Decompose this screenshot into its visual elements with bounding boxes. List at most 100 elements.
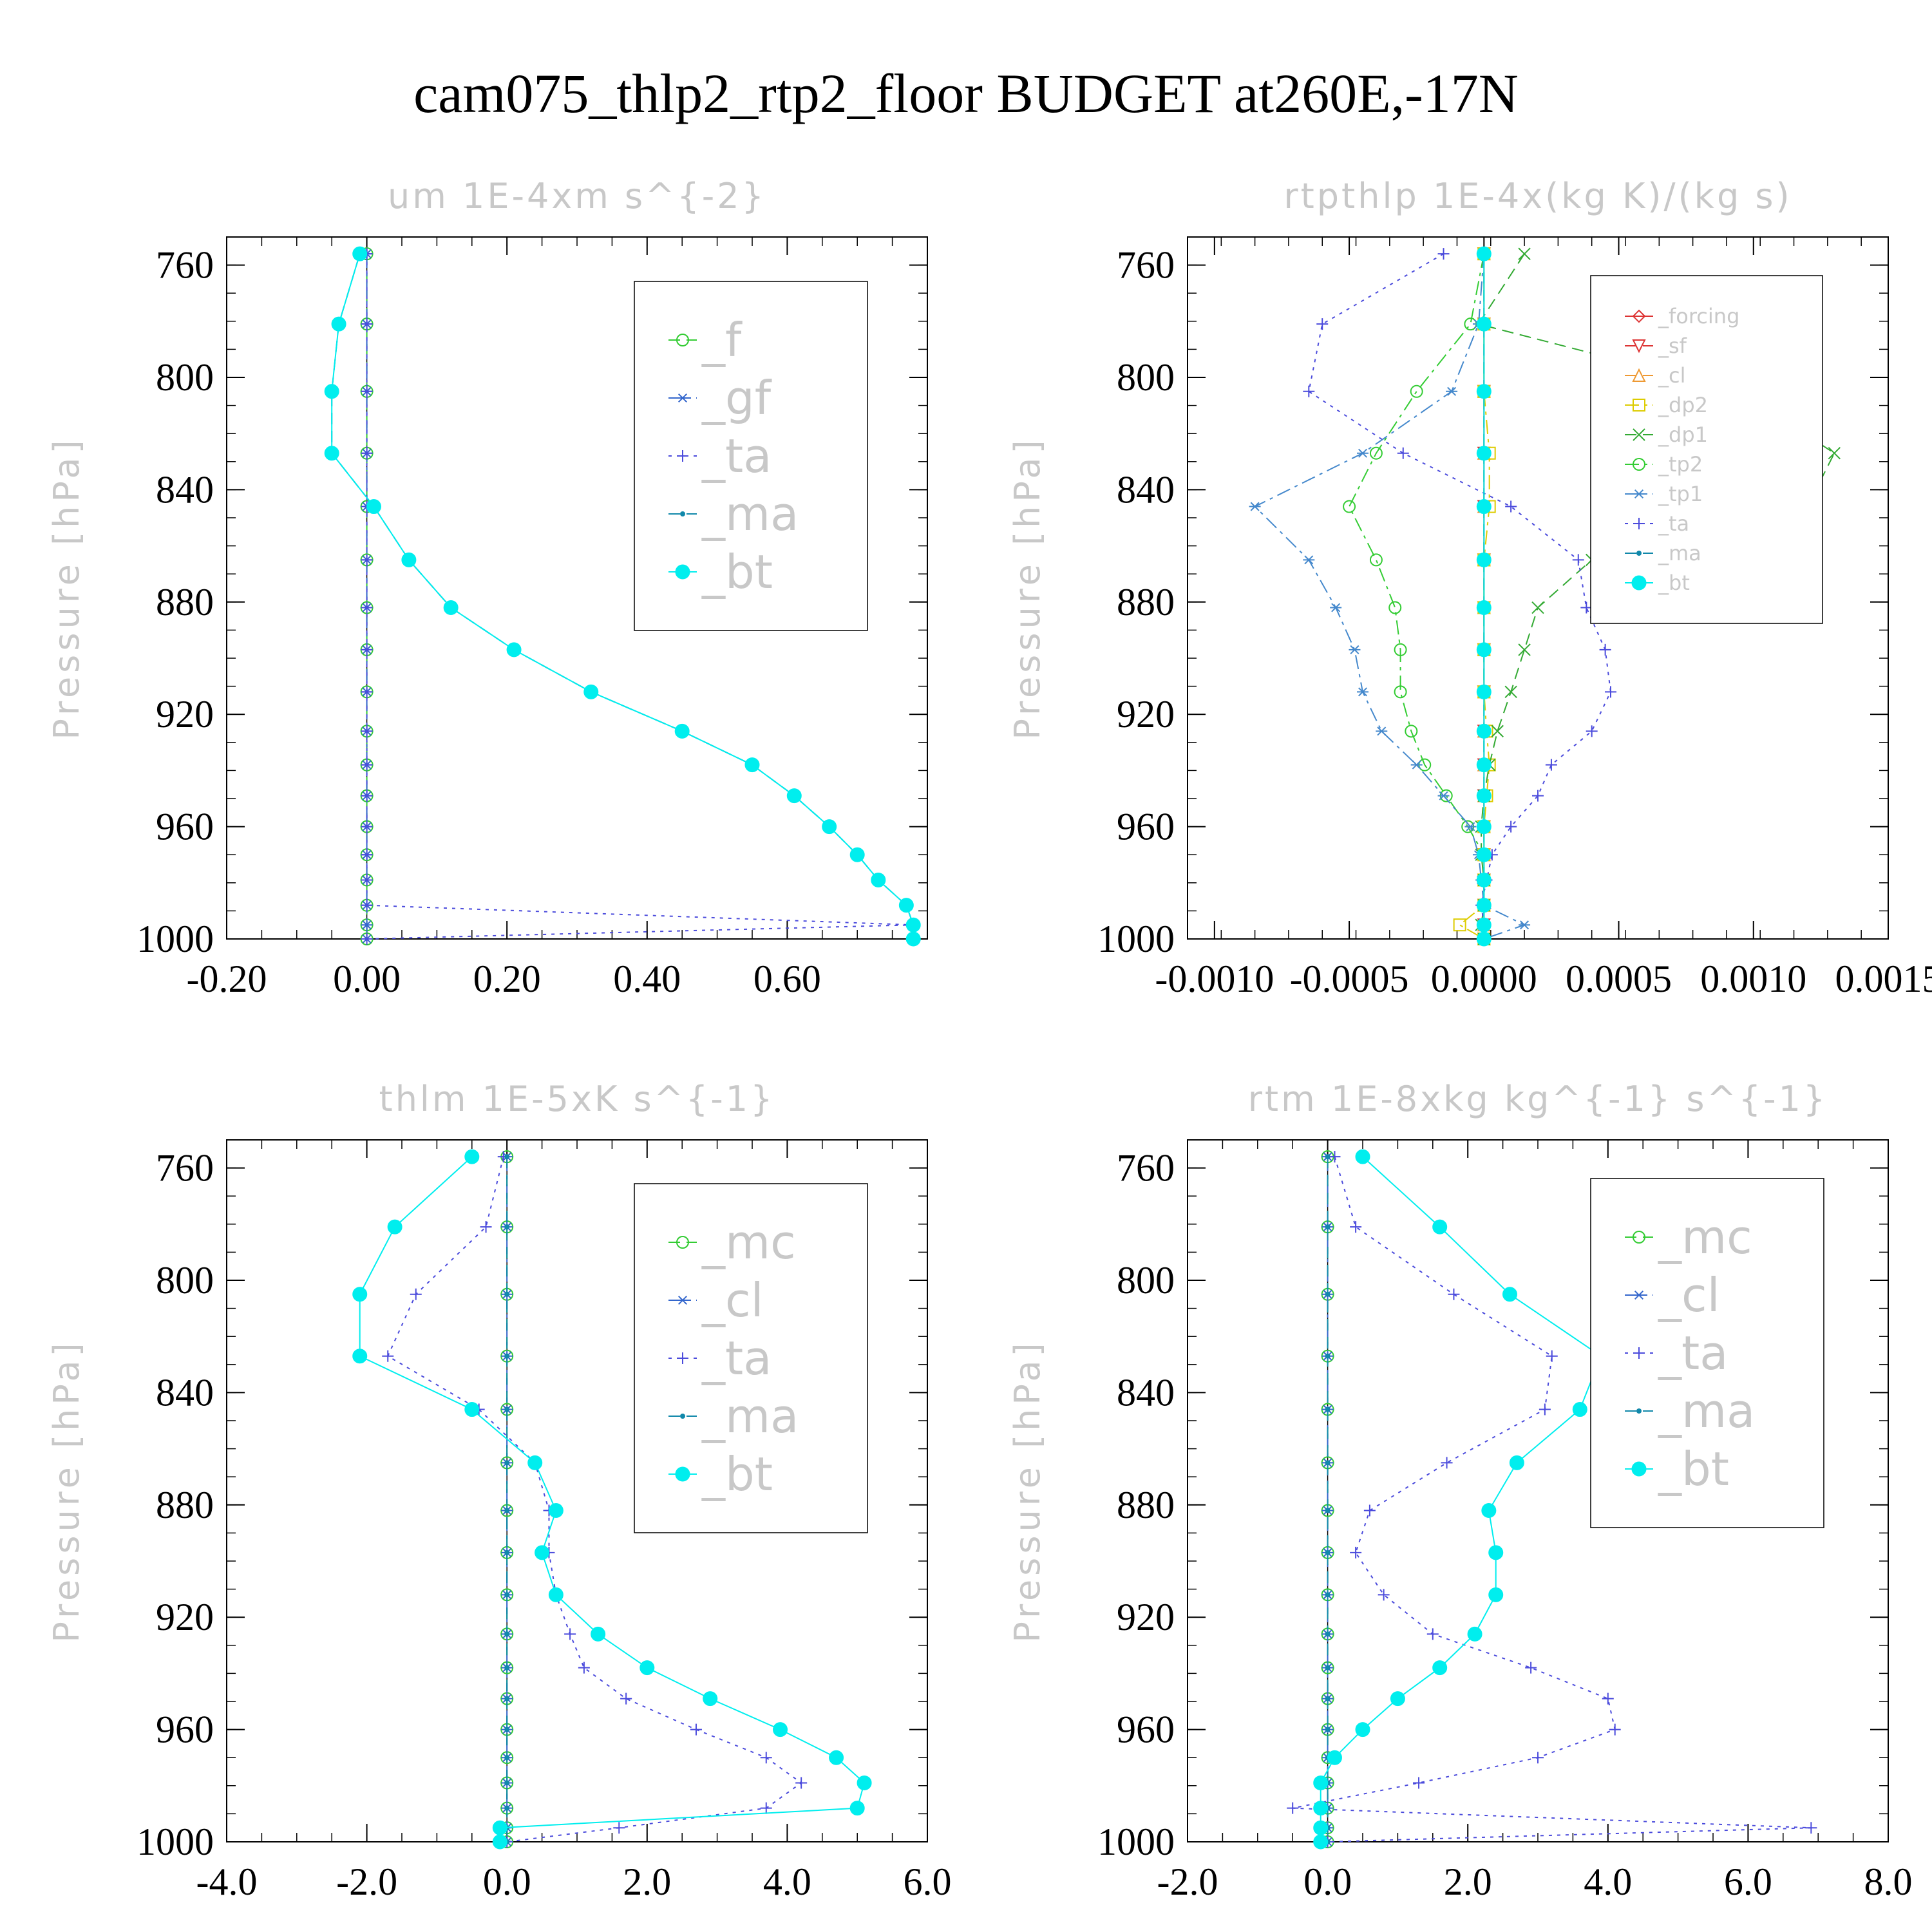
series-bt: [1476, 246, 1492, 947]
y-tick-label: 880: [1117, 581, 1175, 623]
x-tick-label: 0.0: [483, 1861, 531, 1903]
data-point: [1488, 1587, 1504, 1602]
data-point: [1325, 1353, 1331, 1359]
data-point: [1325, 1549, 1331, 1555]
data-point: [1313, 1775, 1329, 1790]
y-tick-label: 840: [1117, 468, 1175, 511]
data-point: [1325, 1406, 1331, 1412]
data-point: [1432, 1660, 1448, 1676]
series-line: [1320, 1156, 1602, 1842]
data-point: [410, 1288, 422, 1300]
legend-label: _ta: [1658, 511, 1689, 536]
data-point: [1378, 1589, 1390, 1601]
data-point: [773, 1722, 788, 1738]
y-axis-label: Pressure [hPa]: [46, 436, 87, 739]
legend: _mc_cl_ta_ma_bt: [1590, 1178, 1824, 1528]
series-ta: [361, 248, 920, 945]
data-point: [1476, 552, 1492, 567]
legend-label: _ta: [701, 1331, 772, 1385]
y-tick-label: 760: [156, 244, 214, 287]
data-point: [1376, 726, 1388, 736]
data-point: [1518, 643, 1531, 656]
legend-label: _ta: [1658, 1326, 1728, 1380]
x-tick-label: 0.20: [473, 958, 541, 1000]
data-point: [871, 872, 886, 887]
data-point: [639, 1660, 655, 1676]
data-point: [352, 246, 368, 261]
legend-label: _ta: [701, 429, 772, 483]
legend-marker: [1633, 458, 1645, 471]
legend-label: _bt: [701, 1447, 773, 1501]
y-tick-label: 800: [1117, 1259, 1175, 1302]
data-point: [331, 316, 346, 332]
series-line: [1308, 253, 1612, 939]
data-point: [504, 1631, 510, 1637]
y-tick-label: 800: [156, 1259, 214, 1302]
data-point: [1476, 819, 1492, 835]
legend-label: _bt: [1658, 1442, 1729, 1496]
data-point: [361, 643, 373, 656]
plot-frame: [1187, 236, 1889, 940]
data-point: [1313, 1801, 1329, 1816]
data-point: [829, 1750, 844, 1765]
data-point: [620, 1692, 632, 1705]
legend-marker: [1631, 575, 1647, 591]
data-point: [1545, 759, 1557, 771]
data-point: [1481, 1503, 1497, 1519]
data-point: [1397, 447, 1409, 459]
chart-0: um 1E-4xm s^{-2} Pressure [hPa] 760 800 840 8…: [46, 176, 928, 1000]
data-point: [849, 1801, 865, 1816]
data-point: [905, 917, 921, 933]
series-bt: [324, 246, 921, 947]
data-point: [361, 933, 373, 945]
main-title: cam075_thlp2_rtp2_floor BUDGET at260E,-1…: [413, 62, 1519, 124]
data-point: [361, 554, 373, 566]
legend-label: _mc: [701, 1215, 796, 1269]
data-point: [1325, 1665, 1331, 1671]
x-tick-label: 8.0: [1864, 1861, 1913, 1903]
data-point: [361, 920, 373, 930]
legend: _f_gf_ta_ma_bt: [634, 281, 868, 631]
data-point: [324, 446, 339, 461]
legend-marker: [677, 1352, 688, 1364]
x-tick-label: 2.0: [623, 1861, 671, 1903]
data-point: [1437, 791, 1450, 800]
data-point: [1505, 820, 1517, 833]
legend-marker: [1632, 368, 1646, 382]
data-point: [1539, 1403, 1551, 1416]
y-tick-label: 800: [1117, 356, 1175, 399]
y-tick-label: 880: [156, 581, 214, 623]
data-point: [1828, 447, 1841, 460]
data-point: [1586, 725, 1598, 737]
data-point: [1350, 1221, 1362, 1233]
data-point: [1532, 790, 1544, 802]
x-tick-label: 0.0000: [1431, 958, 1537, 1000]
legend-marker: [1633, 1290, 1645, 1300]
data-point: [1491, 724, 1504, 738]
data-point: [1476, 757, 1492, 773]
data-point: [583, 684, 599, 699]
series-tp1: [1249, 249, 1531, 944]
data-point: [324, 384, 339, 399]
series-bt: [352, 1149, 872, 1850]
data-point: [1476, 600, 1492, 616]
data-point: [504, 1291, 510, 1297]
data-point: [1249, 502, 1261, 511]
chart-3: rtm 1E-8xkg kg^{-1} s^{-1} Pressure [hPa]…: [1007, 1079, 1913, 1903]
legend: _mc_cl_ta_ma_bt: [634, 1183, 868, 1533]
data-point: [527, 1455, 543, 1470]
legend-label: _cl: [701, 1273, 764, 1327]
data-point: [504, 1460, 510, 1466]
panel-title: thlm 1E-5xK s^{-1}: [379, 1079, 775, 1119]
data-point: [1476, 723, 1492, 739]
data-point: [361, 385, 373, 397]
panel-title: um 1E-4xm s^{-2}: [388, 176, 766, 216]
data-point: [504, 1780, 510, 1786]
data-point: [1476, 642, 1492, 658]
data-point: [690, 1723, 702, 1736]
x-tick-label: 4.0: [763, 1861, 811, 1903]
data-point: [849, 847, 865, 862]
series-ta: [1287, 1151, 1817, 1848]
data-point: [504, 1508, 510, 1513]
